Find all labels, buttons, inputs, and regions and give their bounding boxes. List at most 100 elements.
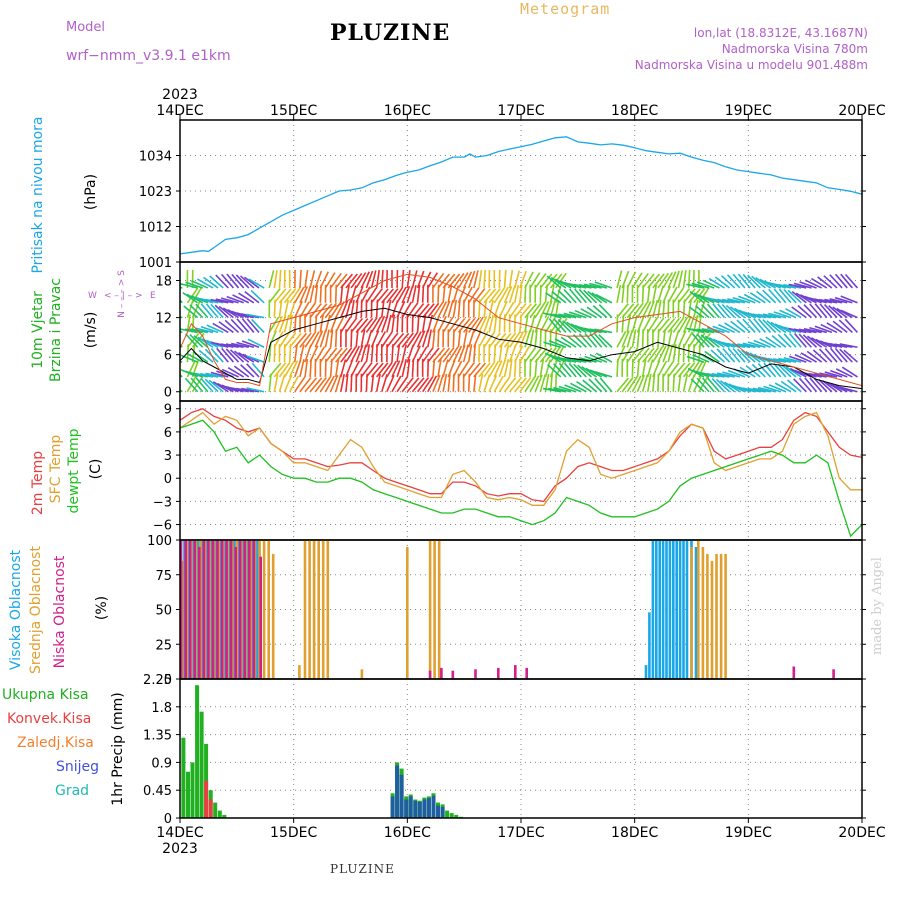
wind-barb <box>549 359 558 378</box>
wind-barb <box>360 344 367 363</box>
wind-barb <box>652 284 658 303</box>
ytick-label: 75 <box>155 569 172 584</box>
series-line-gust <box>180 273 862 387</box>
wind-barb <box>534 347 548 363</box>
wind-barb <box>319 303 333 319</box>
wind-barb <box>468 317 480 333</box>
wind-barb <box>836 307 853 319</box>
wind-barb <box>416 346 428 363</box>
wind-barb <box>711 372 730 378</box>
wind-barb <box>730 320 746 334</box>
wind-barb <box>696 281 715 289</box>
bar-visoka-oblacnost <box>655 540 658 679</box>
wind-barb <box>529 272 541 289</box>
wind-barb <box>798 333 813 348</box>
wind-barb <box>186 293 204 304</box>
wind-barb <box>340 316 352 333</box>
wind-barb <box>687 299 692 318</box>
ylabel-mid-cloud: Srednja Oblacnost <box>28 546 44 674</box>
wind-barb <box>817 276 833 289</box>
bar-ukupna-kisa <box>213 802 218 818</box>
wind-barb <box>422 376 434 393</box>
wind-barb <box>757 386 776 393</box>
wind-barb <box>488 374 498 393</box>
wind-barb <box>473 362 486 378</box>
wind-barb <box>304 377 318 393</box>
bar-snijeg <box>390 796 395 818</box>
xtick-label: 19DEC <box>725 825 772 841</box>
wind-barb <box>762 313 781 319</box>
wind-barb <box>768 312 787 319</box>
wind-barb <box>641 301 652 318</box>
wind-barb <box>662 299 666 318</box>
wind-barb <box>345 273 358 289</box>
bar-srednja-oblacnost <box>312 540 316 679</box>
bar-visoka-oblacnost <box>648 612 651 679</box>
wind-barb <box>524 303 538 319</box>
bar-visoka-oblacnost <box>685 540 689 679</box>
wind-barb <box>548 387 567 393</box>
wind-barb <box>778 288 792 304</box>
wind-barb <box>588 378 603 393</box>
wind-barb <box>221 347 235 363</box>
wind-barb <box>365 329 373 348</box>
wind-barb <box>519 303 533 319</box>
wind-barb <box>585 367 603 378</box>
wind-barb <box>401 285 411 304</box>
wind-barb <box>727 298 746 304</box>
wind-barb <box>447 359 456 378</box>
wind-barb <box>273 373 279 392</box>
wind-barb <box>795 292 812 304</box>
wind-barb <box>682 331 694 348</box>
wind-barb <box>488 360 499 378</box>
wind-barb <box>783 356 802 363</box>
wind-barb <box>824 371 843 378</box>
wind-barb <box>360 317 374 333</box>
wind-barb <box>797 305 812 319</box>
wind-barb <box>568 311 587 319</box>
wind-barb <box>396 376 408 393</box>
wind-barb <box>724 322 741 334</box>
wind-barb <box>631 272 643 289</box>
wind-barb <box>747 387 766 393</box>
wind-barb <box>706 303 720 319</box>
ytick-label: 50 <box>155 604 172 619</box>
wind-barb <box>365 270 374 289</box>
wind-barb <box>200 372 219 378</box>
wind-barb <box>227 309 245 319</box>
wind-barb <box>437 374 444 392</box>
wind-barb <box>329 374 339 393</box>
wind-barb <box>737 343 756 349</box>
bar-niska-oblacnost <box>248 540 251 679</box>
year-label: 2023 <box>162 841 198 857</box>
xtick-label-top: 14DEC <box>156 103 203 119</box>
bar-ukupna-kisa <box>449 813 454 818</box>
wind-barb <box>824 347 838 363</box>
wind-barb <box>508 331 521 348</box>
ytick-label: 18 <box>155 275 172 290</box>
wind-barb <box>558 385 577 393</box>
wind-barb <box>727 369 746 378</box>
wind-barb <box>539 301 550 318</box>
wind-barb <box>696 377 710 393</box>
wind-barb <box>350 317 364 333</box>
wind-barb <box>189 334 204 348</box>
wind-barb <box>216 347 229 363</box>
wind-barb <box>798 377 813 393</box>
wind-barb <box>406 377 420 393</box>
wind-barb <box>641 359 647 378</box>
wind-barb <box>218 321 234 334</box>
compass-e: E <box>150 291 156 301</box>
wind-barb <box>231 273 245 289</box>
wind-barb <box>591 292 608 304</box>
wind-barb <box>416 284 421 303</box>
bar-niska-oblacnost <box>202 540 206 679</box>
wind-barb <box>375 315 386 333</box>
wind-barb <box>314 377 327 393</box>
wind-barb <box>702 377 715 393</box>
bar-srednja-oblacnost <box>724 553 727 679</box>
lonlat-label: lon,lat (18.8312E, 43.1687N) <box>693 26 868 40</box>
wind-barb <box>631 329 637 348</box>
wind-barb <box>802 334 818 348</box>
wind-barb <box>452 285 460 303</box>
